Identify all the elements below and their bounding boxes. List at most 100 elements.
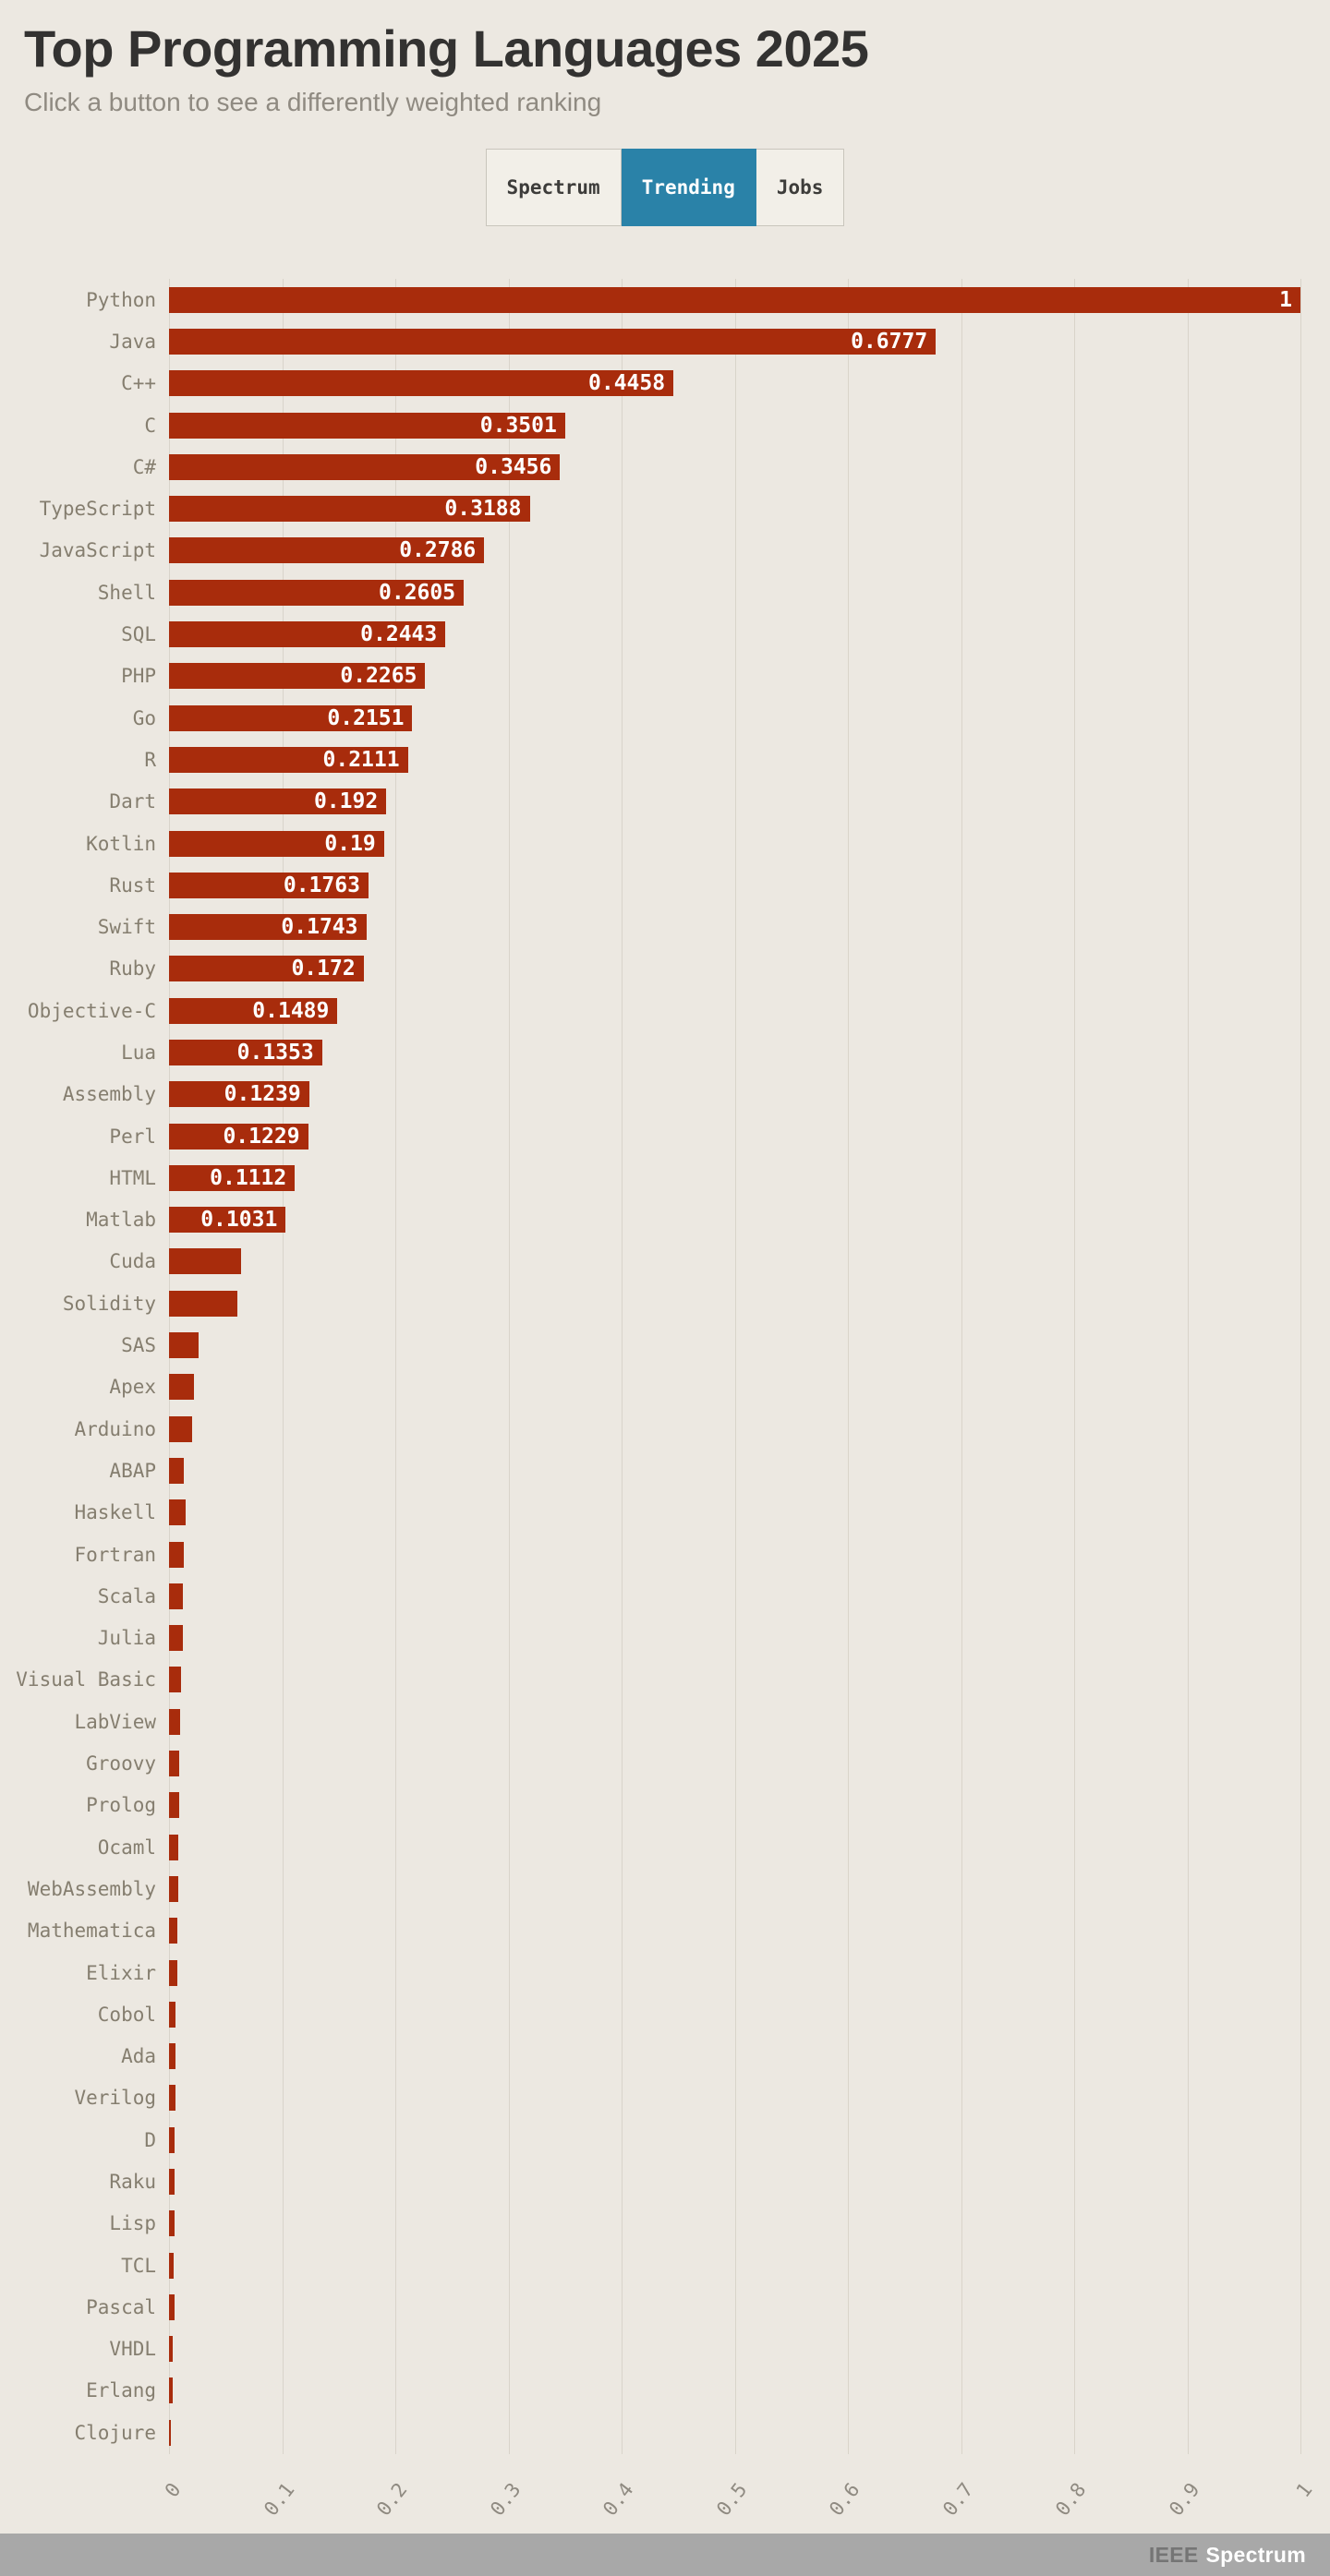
bar[interactable]: 0.19 [169, 830, 384, 857]
language-label: ABAP [109, 1459, 156, 1482]
bar[interactable] [169, 2001, 176, 2028]
bar[interactable] [169, 1959, 177, 1986]
bar-value-label: 0.1031 [200, 1208, 278, 1233]
bar[interactable]: 0.2443 [169, 621, 446, 648]
bar[interactable] [169, 1415, 192, 1442]
chart-row: Go 0.2151 [13, 697, 1300, 739]
bar[interactable] [169, 2085, 176, 2112]
x-axis-tick-label: 0.6 [825, 2478, 864, 2520]
bar[interactable]: 0.6777 [169, 328, 937, 355]
bar[interactable] [169, 1290, 237, 1317]
chart-row: Ocaml [13, 1826, 1300, 1868]
chart-row: Verilog [13, 2077, 1300, 2119]
bar[interactable]: 0.2605 [169, 579, 465, 606]
bar[interactable] [169, 2293, 175, 2320]
bar[interactable] [169, 1332, 199, 1359]
bar[interactable]: 0.1112 [169, 1164, 296, 1191]
bar[interactable]: 0.1743 [169, 914, 367, 941]
ieee-spectrum-logo: IEEE Spectrum [1149, 2543, 1306, 2568]
chart-row: C# 0.3456 [13, 446, 1300, 488]
bar[interactable] [169, 2126, 175, 2153]
bar-area [169, 2203, 1300, 2245]
bar-area: 0.1239 [169, 1074, 1300, 1115]
language-label: Java [109, 330, 156, 353]
bar[interactable] [169, 1541, 184, 1568]
chart-row: PHP 0.2265 [13, 656, 1300, 697]
bar[interactable]: 0.1229 [169, 1123, 308, 1150]
bar[interactable]: 0.3188 [169, 496, 530, 523]
bar-value-label: 0.3456 [475, 454, 552, 479]
bar-area: 0.192 [169, 781, 1300, 823]
language-label: Rust [109, 873, 156, 897]
bar[interactable]: 0.1353 [169, 1039, 322, 1065]
language-label: Mathematica [27, 1920, 156, 1943]
bar[interactable] [169, 2336, 173, 2363]
bar[interactable] [169, 1875, 178, 1902]
language-label: TypeScript [39, 498, 156, 521]
language-label: Python [86, 288, 156, 311]
chart-row: Rust 0.1763 [13, 864, 1300, 906]
bar[interactable]: 0.1763 [169, 872, 369, 898]
bar[interactable]: 0.192 [169, 788, 387, 815]
bar-area [169, 1826, 1300, 1868]
bar[interactable] [169, 1499, 187, 1526]
bar-area: 0.2111 [169, 739, 1300, 780]
bar[interactable] [169, 1792, 180, 1819]
bar-area [169, 1952, 1300, 1993]
bar-area [169, 1785, 1300, 1826]
bar[interactable]: 0.4458 [169, 370, 674, 397]
bar[interactable] [169, 1625, 183, 1652]
language-label: Scala [97, 1584, 156, 1607]
bar[interactable] [169, 1751, 180, 1777]
bar[interactable] [169, 2252, 174, 2279]
bar[interactable] [169, 1248, 242, 1275]
language-label: Visual Basic [16, 1668, 156, 1691]
bar-value-label: 0.1489 [252, 998, 330, 1023]
spectrum-button[interactable]: Spectrum [485, 149, 622, 226]
bar-value-label: 0.2265 [340, 664, 417, 689]
bar-area [169, 1282, 1300, 1324]
bar[interactable]: 0.1031 [169, 1207, 286, 1234]
bar[interactable] [169, 1708, 181, 1735]
bar[interactable] [169, 2377, 173, 2404]
bar[interactable] [169, 1583, 183, 1609]
language-label: Matlab [86, 1209, 156, 1232]
bar[interactable]: 0.2111 [169, 746, 408, 773]
bar[interactable] [169, 2169, 175, 2195]
bar[interactable]: 0.3456 [169, 453, 561, 480]
bar[interactable]: 0.172 [169, 956, 364, 982]
footer-bar: IEEE Spectrum [0, 2534, 1330, 2576]
language-label: Erlang [86, 2379, 156, 2402]
bar[interactable]: 0.3501 [169, 412, 565, 439]
bar[interactable] [169, 2419, 172, 2446]
chart-row: Lua 0.1353 [13, 1031, 1300, 1073]
bar-value-label: 0.172 [291, 957, 356, 981]
language-label: Lua [121, 1041, 156, 1064]
bar[interactable]: 0.2265 [169, 663, 426, 690]
trending-button[interactable]: Trending [621, 149, 756, 226]
language-label: Lisp [109, 2212, 156, 2235]
bar[interactable] [169, 2210, 175, 2237]
bar[interactable] [169, 1834, 178, 1860]
bar-area [169, 2077, 1300, 2119]
chart-row: TypeScript 0.3188 [13, 488, 1300, 529]
chart-row: Apex [13, 1366, 1300, 1408]
bar[interactable] [169, 1374, 194, 1401]
chart-row: Ada [13, 2035, 1300, 2076]
bar[interactable] [169, 1457, 184, 1484]
bar-value-label: 0.19 [324, 831, 376, 856]
bar[interactable] [169, 1918, 177, 1944]
bar[interactable] [169, 2043, 176, 2070]
jobs-button[interactable]: Jobs [756, 149, 845, 226]
language-label: R [144, 748, 156, 771]
x-axis-tick-label: 0 [160, 2478, 186, 2501]
bar-area: 0.1353 [169, 1031, 1300, 1073]
bar-area: 0.2605 [169, 572, 1300, 613]
bar[interactable]: 0.1489 [169, 997, 338, 1024]
bar[interactable]: 0.2151 [169, 704, 413, 731]
bar[interactable]: 0.2786 [169, 537, 485, 564]
bar[interactable]: 1 [169, 286, 1300, 313]
bar[interactable]: 0.1239 [169, 1081, 309, 1108]
bar-area [169, 1408, 1300, 1450]
bar[interactable] [169, 1667, 182, 1693]
